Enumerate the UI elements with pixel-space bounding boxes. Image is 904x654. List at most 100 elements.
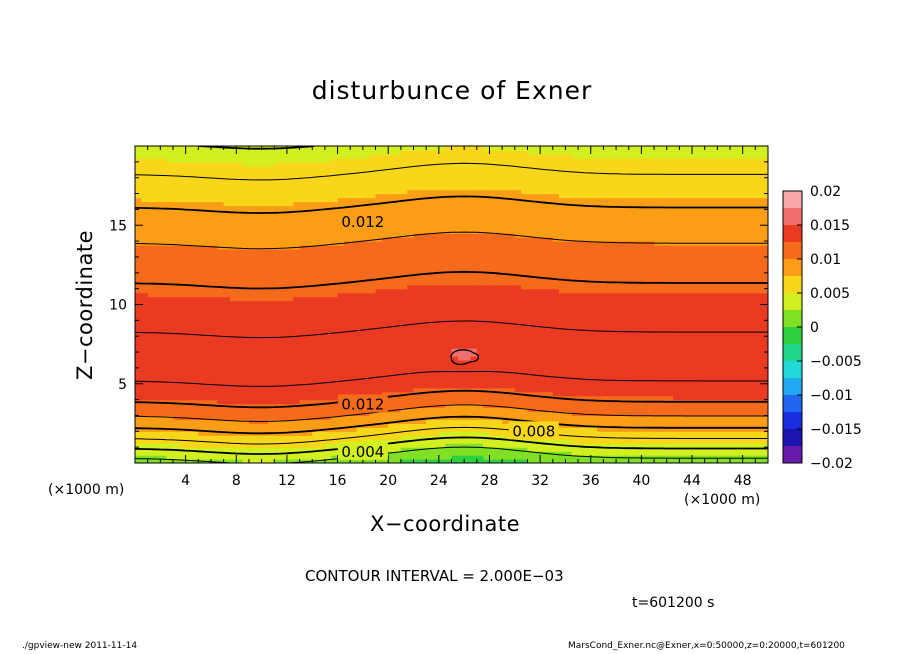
heatmap-cell [299,348,307,353]
heatmap-cell [147,423,155,428]
heatmap-cell [185,280,193,286]
heatmap-cell [508,383,516,389]
heatmap-cell [489,320,497,325]
heatmap-cell [286,276,294,282]
heatmap-cell [198,363,206,369]
heatmap-cell [565,387,573,393]
heatmap-cell [141,443,149,448]
heatmap-cell [299,300,307,306]
heatmap-cell [135,312,142,317]
heatmap-cell [552,399,560,405]
heatmap-cell [622,272,630,278]
heatmap-cell [356,352,364,357]
heatmap-cell [242,336,250,341]
heatmap-cell [204,367,212,373]
heatmap-cell [622,367,630,373]
heatmap-cell [388,383,396,389]
heatmap-cell [489,300,497,306]
heatmap-cell [135,300,142,306]
heatmap-cell [419,316,427,321]
heatmap-cell [514,304,522,310]
heatmap-cell [191,328,199,333]
heatmap-cell [679,268,687,274]
heatmap-cell [590,447,598,452]
heatmap-cell [489,363,497,369]
heatmap-cell [660,316,668,321]
heatmap-cell [153,395,161,401]
heatmap-cell [483,459,491,463]
heatmap-cell [419,324,427,329]
heatmap-cell [160,371,168,377]
heatmap-cell [736,371,744,377]
heatmap-cell [153,268,161,274]
heatmap-cell [584,379,592,385]
heatmap-cell [514,447,522,452]
heatmap-cell [597,379,605,385]
heatmap-cell [559,300,567,306]
heatmap-cell [179,399,187,405]
heatmap-cell [204,359,212,365]
heatmap-cell [451,348,459,353]
heatmap-cell [255,427,263,432]
heatmap-cell [685,387,693,393]
heatmap-cell [141,324,149,329]
heatmap-cell [489,459,497,463]
heatmap-cell [647,308,655,314]
heatmap-cell [305,431,313,436]
heatmap-cell [426,300,434,306]
heatmap-cell [407,332,415,337]
heatmap-cell [692,451,699,456]
heatmap-cell [236,288,244,294]
heatmap-cell [711,296,718,302]
heatmap-cell [571,352,579,357]
heatmap-cell [198,300,206,306]
heatmap-cell [324,296,332,302]
heatmap-cell [628,292,636,298]
heatmap-cell [736,304,744,310]
heatmap-cell [426,391,434,397]
heatmap-cell [141,415,149,421]
heatmap-cell [280,387,288,393]
heatmap-cell [457,300,465,306]
heatmap-cell [343,296,351,302]
heatmap-cell [261,356,269,361]
heatmap-cell [508,403,516,409]
heatmap-cell [723,459,731,463]
heatmap-cell [628,308,636,314]
heatmap-cell [318,403,326,409]
heatmap-cell [584,459,592,463]
heatmap-cell [673,312,680,317]
heatmap-cell [305,447,313,452]
heatmap-cell [578,439,586,444]
heatmap-cell [508,352,516,357]
heatmap-cell [470,451,478,456]
heatmap-cell [628,304,636,310]
heatmap-cell [426,403,434,409]
heatmap-cell [356,383,364,389]
heatmap-cell [293,332,301,337]
heatmap-cell [685,312,693,317]
heatmap-cell [426,264,434,270]
heatmap-cell [375,316,383,321]
heatmap-cell [248,320,256,325]
heatmap-cell [489,296,497,302]
heatmap-cell [135,284,142,290]
heatmap-cell [369,284,377,290]
heatmap-cell [236,459,244,463]
heatmap-cell [514,407,522,413]
heatmap-cell [514,395,522,401]
heatmap-cell [166,284,174,290]
heatmap-cell [654,407,661,413]
heatmap-cell [755,379,763,385]
heatmap-cell [717,367,725,373]
heatmap-cell [660,375,668,381]
heatmap-cell [717,340,725,345]
heatmap-cell [141,411,149,417]
heatmap-cell [407,344,415,349]
heatmap-cell [413,431,421,436]
heatmap-cell [571,268,579,274]
heatmap-cell [673,324,680,329]
heatmap-cell [324,395,332,401]
heatmap-cell [255,328,263,333]
heatmap-cell [495,423,503,428]
